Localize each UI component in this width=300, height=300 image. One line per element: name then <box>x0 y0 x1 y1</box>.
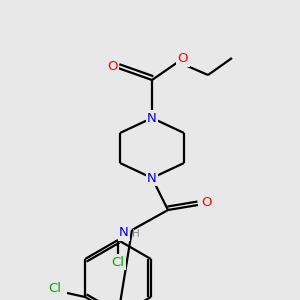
Text: H: H <box>132 229 140 239</box>
Text: O: O <box>107 59 117 73</box>
Text: N: N <box>147 112 157 124</box>
Text: N: N <box>147 172 157 184</box>
Text: Cl: Cl <box>49 283 62 296</box>
Text: O: O <box>202 196 212 208</box>
Text: O: O <box>178 52 188 65</box>
Text: N: N <box>119 226 129 239</box>
Text: Cl: Cl <box>112 256 124 268</box>
